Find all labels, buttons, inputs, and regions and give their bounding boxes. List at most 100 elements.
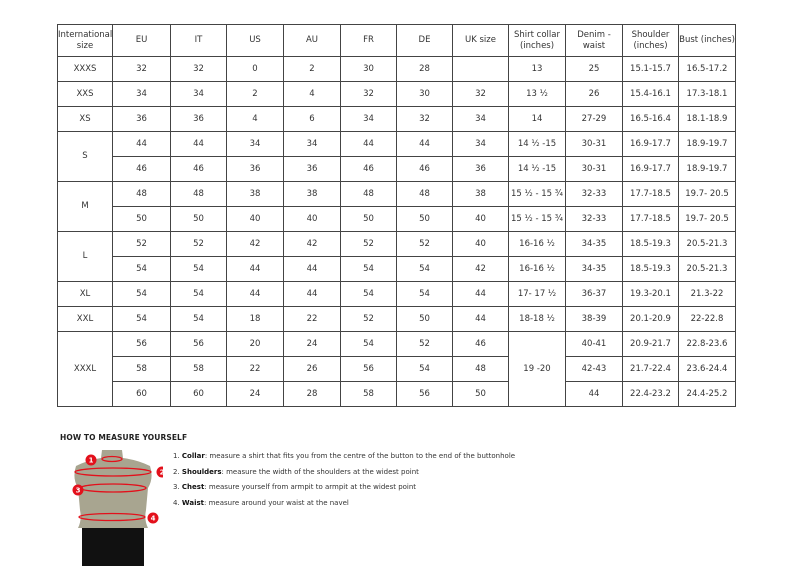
table-row: 54 54 44 44 54 54 42 16-16 ½ 34-35 18.5-19.3 20.5-… — [58, 256, 736, 282]
table-cell: 22-22.8 — [678, 306, 736, 332]
table-cell: 17.3-18.1 — [678, 81, 736, 107]
column-header: Shirt collar (inches) — [508, 24, 566, 57]
table-cell: 36 — [226, 156, 284, 182]
table-cell: 34 — [283, 131, 341, 157]
table-cell: 18.9-19.7 — [678, 131, 736, 157]
table-cell: 52 — [340, 306, 397, 332]
table-cell: 32 — [340, 81, 397, 107]
table-cell: 40 — [283, 206, 341, 232]
step-chest: 3. Chest: measure yourself from armpit t… — [173, 483, 417, 491]
table-cell: 32 — [170, 56, 227, 82]
column-header: US — [226, 24, 284, 57]
table-cell: 56 — [170, 331, 227, 357]
table-cell: 14 — [508, 106, 566, 132]
table-cell: 48 — [340, 181, 397, 207]
column-header: IT — [170, 24, 227, 57]
table-cell: 40 — [226, 206, 284, 232]
table-cell: 54 — [340, 256, 397, 282]
international-size-cell: M — [57, 181, 113, 232]
table-cell: 27-29 — [565, 106, 623, 132]
table-cell: 44 — [396, 131, 453, 157]
table-cell: 54 — [396, 281, 453, 307]
table-cell: 50 — [396, 306, 453, 332]
table-cell: 46 — [396, 156, 453, 182]
table-cell: 52 — [112, 231, 171, 257]
table-cell: 52 — [170, 231, 227, 257]
table-cell: 15.4-16.1 — [622, 81, 679, 107]
table-cell: 4 — [283, 81, 341, 107]
shirt-collar-cell: 19 -20 — [508, 331, 566, 407]
column-header: AU — [283, 24, 341, 57]
table-cell: 44 — [112, 131, 171, 157]
header-row: International size EU IT US AU FR DE UK size Shi… — [57, 24, 736, 57]
table-cell: 34 — [452, 131, 509, 157]
table-cell: 16.5-17.2 — [678, 56, 736, 82]
table-cell: 44 — [565, 381, 623, 407]
marker-3-icon — [72, 484, 84, 496]
table-cell: 19.7- 20.5 — [678, 181, 736, 207]
table-cell: 32 — [452, 81, 509, 107]
table-cell: 34 — [112, 81, 171, 107]
table-cell: 56 — [340, 356, 397, 382]
table-cell: 2 — [283, 56, 341, 82]
international-size-cell: XXS — [57, 81, 113, 107]
table-cell: 46 — [170, 156, 227, 182]
table-cell: 60 — [170, 381, 227, 407]
table-cell: 58 — [340, 381, 397, 407]
table-cell: 54 — [396, 356, 453, 382]
column-header: Denim - waist — [565, 24, 623, 57]
table-cell: 22 — [226, 356, 284, 382]
table-cell: 42 — [452, 256, 509, 282]
table-row: L 52 52 42 42 52 52 40 16-16 ½ 34-35 18.5-19.3 20.5… — [57, 231, 736, 282]
table-cell: 18.9-19.7 — [678, 156, 736, 182]
table-row: XXL 54 54 18 22 52 50 44 18-18 ½ 38-39 20.1-20.9 22… — [57, 306, 736, 332]
table-cell: 20 — [226, 331, 284, 357]
column-header: DE — [396, 24, 453, 57]
table-cell: 38 — [283, 181, 341, 207]
table-row: 60 60 24 28 58 56 50 44 22.4-23.2 24.4-25.2 — [58, 381, 736, 407]
table-cell: 32 — [396, 106, 453, 132]
table-cell: 48 — [112, 181, 171, 207]
table-row: S 44 44 34 34 44 44 34 14 ½ -15 30-31 16.9-17.7 18.… — [57, 131, 736, 182]
table-cell: 19.3-20.1 — [622, 281, 679, 307]
table-cell: 56 — [112, 331, 171, 357]
table-cell: 48 — [170, 181, 227, 207]
table-cell: 18.5-19.3 — [622, 256, 679, 282]
table-cell: 20.9-21.7 — [622, 331, 679, 357]
size-chart-table: International size EU IT US AU FR DE UK size Shi… — [57, 24, 736, 407]
table-cell: 0 — [226, 56, 284, 82]
column-header: FR — [340, 24, 397, 57]
column-header: Bust (inches) — [678, 24, 736, 57]
table-cell: 44 — [226, 281, 284, 307]
table-cell: 16.5-16.4 — [622, 106, 679, 132]
table-cell: 50 — [340, 206, 397, 232]
table-row: 46 46 36 36 46 46 36 14 ½ -15 30-31 16.9-17.7 18.9… — [58, 156, 736, 182]
table-cell: 28 — [396, 56, 453, 82]
table-row: XXXL 56 56 20 24 54 52 46 19 -20 40-41 20.9-21.7 22… — [57, 331, 736, 407]
table-cell: 20.5-21.3 — [678, 231, 736, 257]
column-header: EU — [112, 24, 171, 57]
table-row: XXXS 32 32 0 2 30 28 13 25 15.1-15.7 16.5-17.2 — [57, 56, 736, 82]
table-cell: 26 — [283, 356, 341, 382]
column-header: UK size — [452, 24, 509, 57]
marker-1-icon — [85, 454, 97, 466]
table-cell: 38 — [226, 181, 284, 207]
table-cell: 44 — [283, 256, 341, 282]
table-cell: 21.7-22.4 — [622, 356, 679, 382]
international-size-cell: XXXL — [57, 331, 113, 407]
table-cell: 6 — [283, 106, 341, 132]
table-cell: 54 — [112, 256, 171, 282]
table-cell: 52 — [340, 231, 397, 257]
table-cell: 18 — [226, 306, 284, 332]
table-cell: 22.8-23.6 — [678, 331, 736, 357]
table-cell: 54 — [170, 306, 227, 332]
column-header: Shoulder (inches) — [622, 24, 679, 57]
table-cell: 34 — [170, 81, 227, 107]
table-cell: 54 — [340, 281, 397, 307]
table-cell: 44 — [283, 281, 341, 307]
international-size-cell: S — [57, 131, 113, 182]
table-cell: 36 — [283, 156, 341, 182]
table-cell: 4 — [226, 106, 284, 132]
international-size-cell: XXXS — [57, 56, 113, 82]
table-cell: 44 — [452, 281, 509, 307]
